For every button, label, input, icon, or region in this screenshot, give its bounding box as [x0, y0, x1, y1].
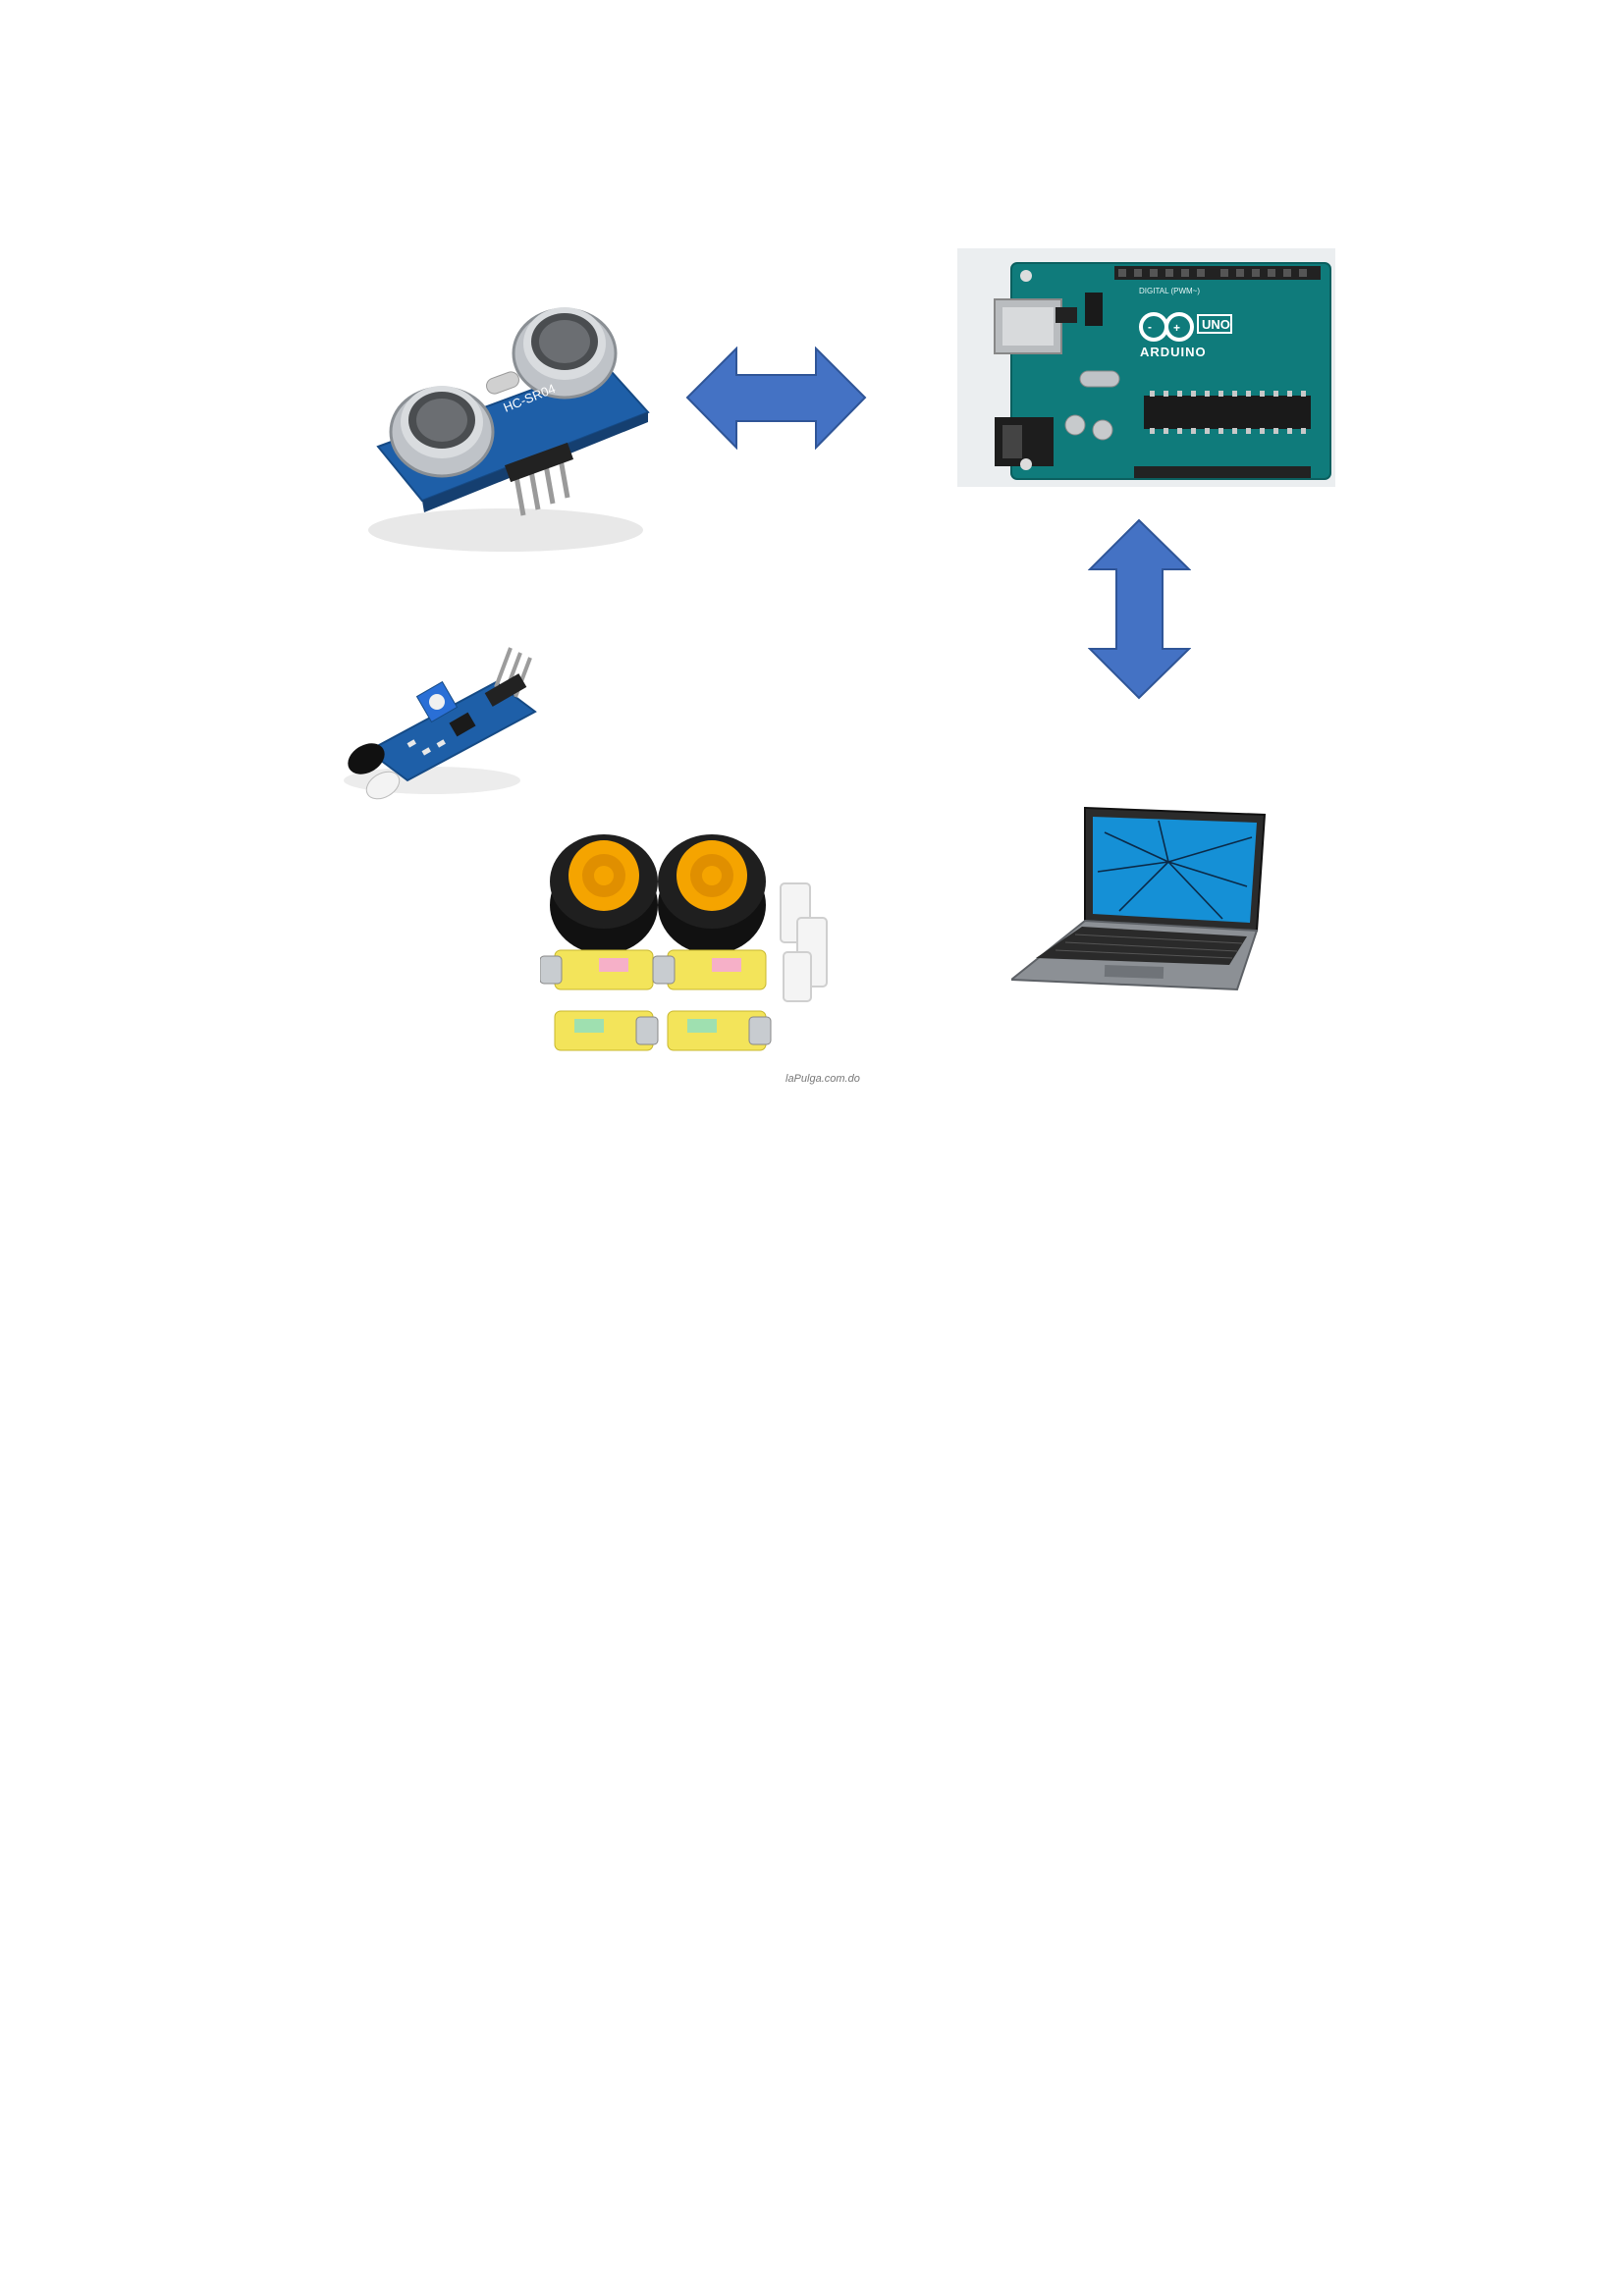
digital-header-label: DIGITAL (PWM~) [1139, 287, 1200, 295]
watermark: laPulga.com.do [785, 1073, 860, 1085]
arduino-model: UNO [1202, 317, 1230, 332]
arduino-brand: ARDUINO [1140, 345, 1207, 359]
laptop-image [1011, 803, 1267, 994]
double-arrow-vertical-icon [1088, 518, 1191, 700]
double-arrow-horizontal-icon [685, 347, 867, 450]
svg-text:-: - [1148, 320, 1152, 334]
arduino-uno-image: DIGITAL (PWM~) - + UNO ARDUINO [957, 248, 1335, 487]
ir-obstacle-sensor-image [339, 633, 550, 805]
svg-text:+: + [1173, 321, 1180, 335]
ultrasonic-sensor-image: HC-SR04 [358, 285, 653, 564]
wheels-and-motors-image: laPulga.com.do [540, 825, 864, 1095]
